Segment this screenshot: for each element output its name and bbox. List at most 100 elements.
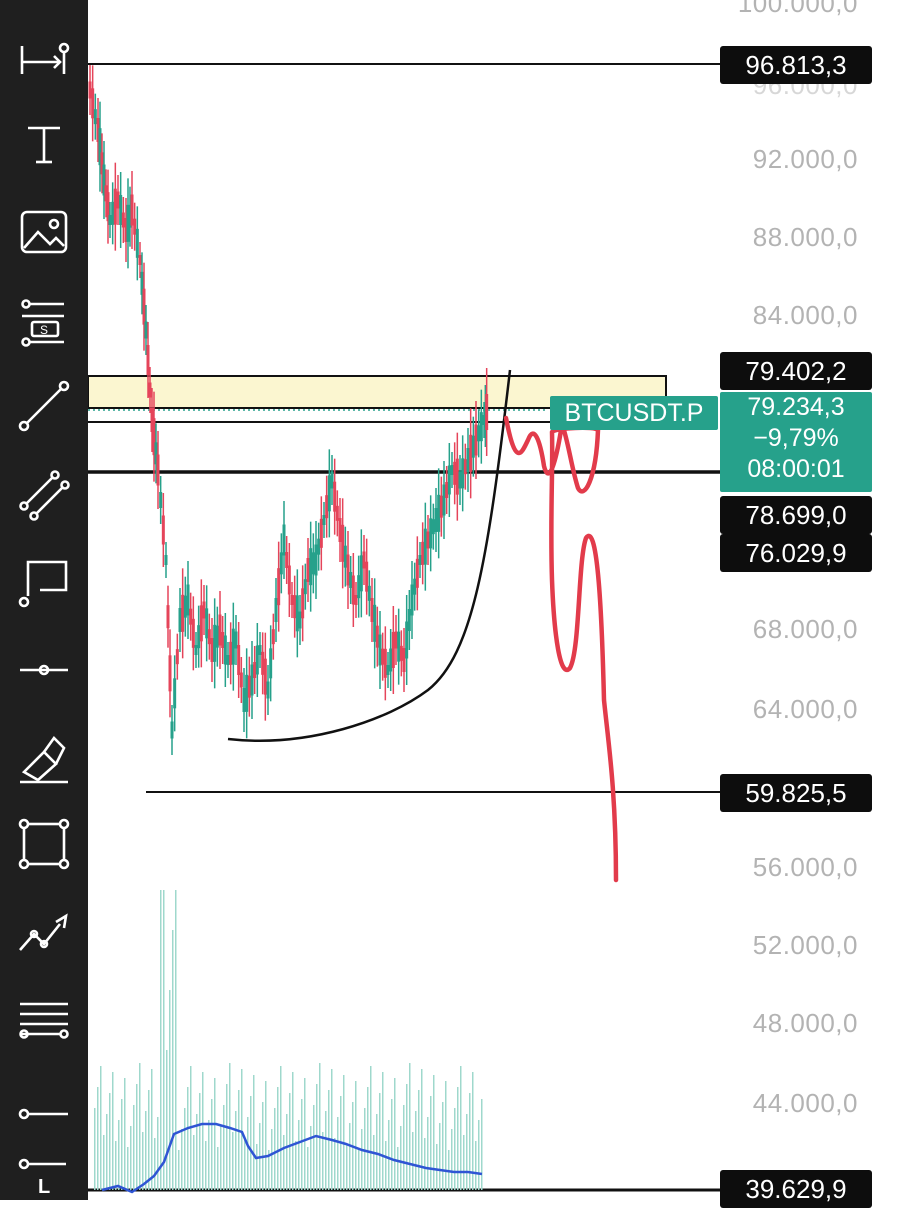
volume-bar: [298, 1120, 300, 1190]
candle-body: [140, 271, 144, 295]
candle-body: [474, 424, 478, 456]
candle-body: [375, 625, 379, 648]
volume-bar: [202, 1072, 204, 1190]
price-tag-bottom[interactable]: 39.629,9: [720, 1170, 872, 1208]
indicator-settings-tool[interactable]: S: [0, 284, 88, 356]
volume-bar: [307, 1147, 309, 1190]
price-tag-zone-mid[interactable]: 78.699,0: [720, 496, 872, 534]
candle-body: [229, 641, 233, 665]
volume-bar: [481, 1099, 483, 1190]
symbol-tag[interactable]: BTCUSDT.P: [550, 396, 718, 430]
brush-tool[interactable]: [0, 722, 88, 794]
sliders-icon: S: [21, 299, 64, 347]
candle-body: [154, 442, 158, 465]
volume-bar: [121, 1099, 123, 1190]
horizontal-line-tool[interactable]: [0, 1070, 88, 1142]
candle-body: [189, 608, 193, 625]
volume-bar: [205, 1141, 207, 1190]
volume-bar: [238, 1090, 240, 1190]
candle-body: [325, 495, 329, 519]
axis-label: 92.000,0: [752, 144, 858, 174]
volume-bar: [337, 1117, 339, 1190]
candle-body: [333, 481, 337, 512]
volume-bar: [268, 1150, 270, 1190]
supply-zone[interactable]: [88, 375, 667, 409]
candle-body: [450, 465, 454, 475]
long-position-label: L: [38, 1176, 51, 1198]
volume-bar: [178, 1150, 180, 1190]
candle-body: [205, 608, 209, 639]
candle-body: [343, 545, 347, 568]
price-tag-zone-top[interactable]: 79.402,2: [720, 352, 872, 390]
volume-bar: [442, 1102, 444, 1190]
candle-body: [367, 585, 371, 601]
measure-tool[interactable]: [0, 24, 88, 96]
rectangle-tool[interactable]: [0, 808, 88, 880]
candle-body: [191, 618, 195, 648]
candle-body: [266, 681, 270, 699]
candle-body: [370, 598, 374, 622]
candle-body: [261, 651, 265, 675]
volume-bar: [382, 1072, 384, 1190]
volume-bar: [334, 1138, 336, 1190]
candle-body: [166, 605, 170, 629]
channel-icon: [19, 470, 70, 521]
cup-curve[interactable]: [227, 369, 512, 742]
volume-bar: [232, 1132, 234, 1190]
volume-bar: [211, 1099, 213, 1190]
candle-body: [178, 608, 182, 632]
last-price-box[interactable]: 79.234,3 −9,79% 08:00:01: [720, 392, 872, 492]
price-tag-top-line[interactable]: 96.813,3: [720, 46, 872, 84]
volume-bar: [253, 1075, 255, 1190]
volume-bar: [433, 1075, 435, 1190]
candle-body: [423, 528, 427, 565]
volume-bar: [181, 1129, 183, 1190]
candle-body: [128, 205, 132, 228]
candle-body: [150, 408, 154, 432]
volume-bar: [286, 1114, 288, 1190]
volume-bar: [331, 1069, 333, 1190]
brush-icon: [20, 735, 68, 784]
callout-icon: [18, 560, 68, 608]
candle-body: [346, 554, 350, 586]
rectangle-icon: [18, 818, 70, 870]
volume-bar: [163, 890, 165, 1190]
chart-area[interactable]: 100.000,0 96.000,0 92.000,0 88.000,0 84.…: [88, 0, 904, 1200]
volume-bar: [112, 1072, 114, 1190]
volume-bar: [454, 1108, 456, 1190]
volume-bar: [157, 1117, 159, 1190]
candle-body: [221, 632, 225, 648]
axis-label: 52.000,0: [752, 930, 858, 960]
candle-body: [381, 648, 385, 665]
candle-body: [290, 595, 294, 605]
price-tag-support[interactable]: 76.029,9: [720, 534, 872, 572]
horizontal-ray-tool[interactable]: [0, 634, 88, 706]
parallel-channel-tool[interactable]: [0, 458, 88, 530]
fib-levels-tool[interactable]: [0, 984, 88, 1056]
callout-tool[interactable]: [0, 546, 88, 618]
trend-line-tool[interactable]: [0, 370, 88, 442]
volume-bar: [346, 1144, 348, 1190]
volume-bar: [451, 1129, 453, 1190]
volume-bar: [394, 1078, 396, 1190]
volume-bar: [103, 1135, 105, 1190]
candle-body: [156, 454, 160, 486]
volume-bar: [280, 1066, 282, 1190]
candle-body: [442, 484, 446, 516]
long-position-tool[interactable]: L: [0, 1140, 88, 1200]
chart-canvas[interactable]: [88, 0, 904, 1200]
image-tool[interactable]: [0, 196, 88, 268]
projection-path[interactable]: [503, 415, 619, 883]
price-tag-low[interactable]: 59.825,5: [720, 774, 872, 812]
volume-bar: [463, 1135, 465, 1190]
volume-bar: [466, 1114, 468, 1190]
volume-bar: [223, 1105, 225, 1190]
candle-body: [341, 524, 345, 562]
text-tool[interactable]: [0, 108, 88, 180]
candle-body: [338, 518, 342, 542]
candlesticks: [88, 65, 489, 755]
volume-bar: [385, 1141, 387, 1190]
volume-bar: [133, 1105, 135, 1190]
pattern-tool[interactable]: [0, 896, 88, 968]
candle-body: [247, 675, 251, 698]
